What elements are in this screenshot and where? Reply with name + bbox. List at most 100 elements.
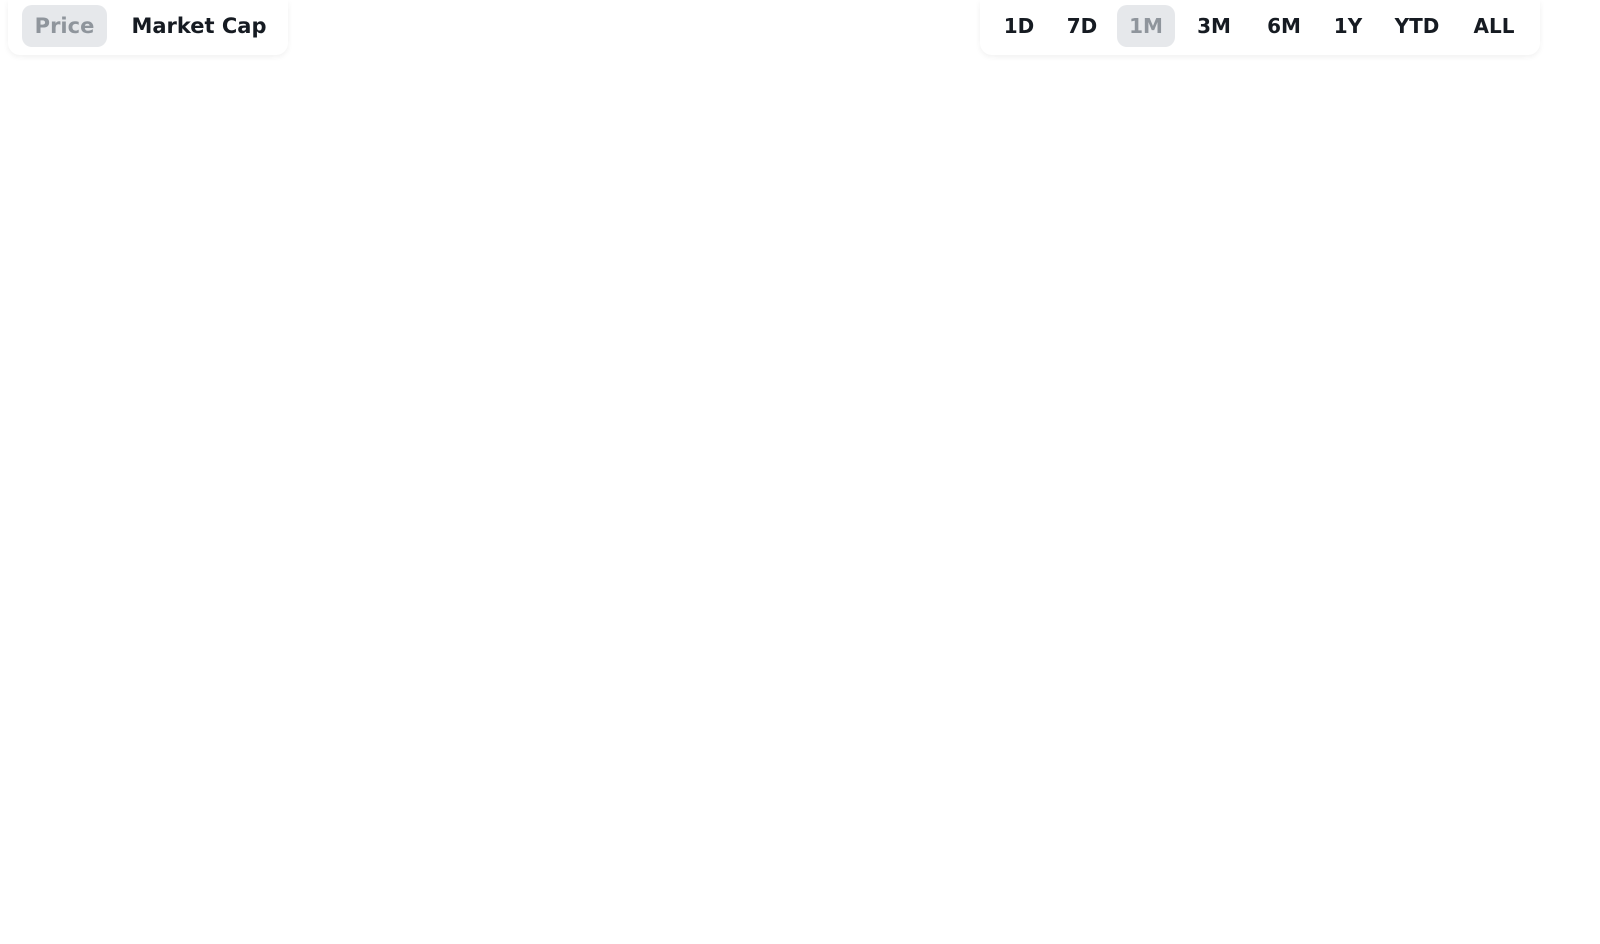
volume-bar [1427,813,1432,862]
volume-bar [1006,813,1011,862]
volume-bar [522,778,526,862]
volume-bar [879,835,883,862]
toggle-button[interactable]: YTD [1394,14,1440,38]
volume-bar [496,774,501,862]
volume-bar [1312,818,1317,862]
toggle-button[interactable]: 1Y [1333,14,1363,38]
toggle-button[interactable]: 1M [1117,5,1175,47]
volume-bar [1363,812,1368,862]
volume-bar [1121,829,1126,862]
volume-bar [713,841,717,862]
metric-toggle: Price Market Cap [8,0,288,55]
volume-bar [1440,774,1444,862]
volume-bar [1376,811,1381,862]
volume-bar [1504,816,1508,862]
toggle-button[interactable]: 3M [1197,14,1231,38]
volume-bar [394,841,399,862]
volume-bar [688,840,692,862]
toggle-button[interactable]: ALL [1473,14,1515,38]
volume-bar [305,841,309,862]
volume-bar [1274,823,1279,862]
volume-bar [369,840,373,862]
volume-bar [981,824,985,862]
x-tick-label: 7 [773,878,785,900]
volume-bar [917,834,921,862]
volume-bar [318,839,322,862]
volume-bar [1529,815,1534,862]
x-tick-label: 4 [620,878,632,900]
volume-bar [165,819,169,862]
toggle-button[interactable]: 6M [1267,14,1301,38]
volume-bar [892,834,896,862]
volume-bar [445,835,450,862]
toggle-button[interactable]: Market Cap [131,14,267,38]
volume-bar [726,843,730,862]
volume-bar [381,841,386,862]
price-area [95,178,1539,863]
volume-bar [1465,777,1470,862]
toggle-button[interactable]: 1D [1003,14,1035,38]
volume-bar [114,816,118,862]
volume-bar [649,839,654,862]
volume-bar [624,838,628,862]
volume-bar [1185,830,1189,862]
volume-bar [1198,831,1202,862]
volume-bar [790,826,794,862]
volume-bar [254,839,258,862]
volume-bar [1325,816,1330,862]
y-tick-label: 0.42 [36,657,78,679]
volume-bar [777,829,781,862]
volume-bar [1083,821,1087,862]
volume-bar [93,819,98,862]
price-line [94,176,1541,647]
volume-bar [1159,827,1164,862]
volume-bar [815,832,819,862]
x-tick-label: 19 [1379,878,1403,900]
volume-bar [267,840,271,862]
volume-bar [675,839,679,862]
volume-bar [1096,823,1100,862]
volume-bar [764,834,768,862]
volume-bar [1287,820,1291,862]
volume-bar [802,829,807,862]
x-tick-label: 10 [920,878,944,900]
volume-bar [420,841,424,862]
volume-bar [1351,813,1355,862]
volume-bar [241,836,246,862]
volume-bar [1108,824,1113,862]
volume-bar [1210,832,1215,862]
volume-bar [330,840,335,862]
volume-bar [1172,829,1177,862]
volume-bar [152,817,156,862]
volume-bar [1134,830,1138,862]
volume-bar [1070,813,1074,862]
volume-bar [1223,833,1228,862]
toggle-button[interactable]: Price [22,5,107,47]
x-tick-label: 24 [104,878,128,900]
y-tick-label: 0.41 [36,818,78,840]
volume-bar [101,818,105,862]
x-tick-label: 27 [257,878,281,900]
x-tick-label: 13 [1073,878,1097,900]
volume-bar [1045,800,1049,862]
volume-bar [509,774,513,862]
volume-bar [1249,829,1253,862]
volume-bar [1338,815,1342,862]
volume-bar [1261,826,1266,862]
volume-bar [866,834,870,862]
volume-bar [190,824,195,862]
volume-bar [1147,827,1151,862]
volume-bar [343,841,348,862]
volume-bar [1032,799,1036,862]
x-tick-label: 16 [1226,878,1250,900]
volume-bar [177,821,182,862]
volume-bar [1389,810,1393,862]
toggle-button[interactable]: 7D [1066,14,1098,38]
volume-bar [955,834,960,862]
volume-bar [930,833,934,862]
volume-bar [458,829,462,862]
x-tick-label: Jul [457,878,486,900]
volume-bar [700,840,705,862]
volume-bar [943,834,947,862]
